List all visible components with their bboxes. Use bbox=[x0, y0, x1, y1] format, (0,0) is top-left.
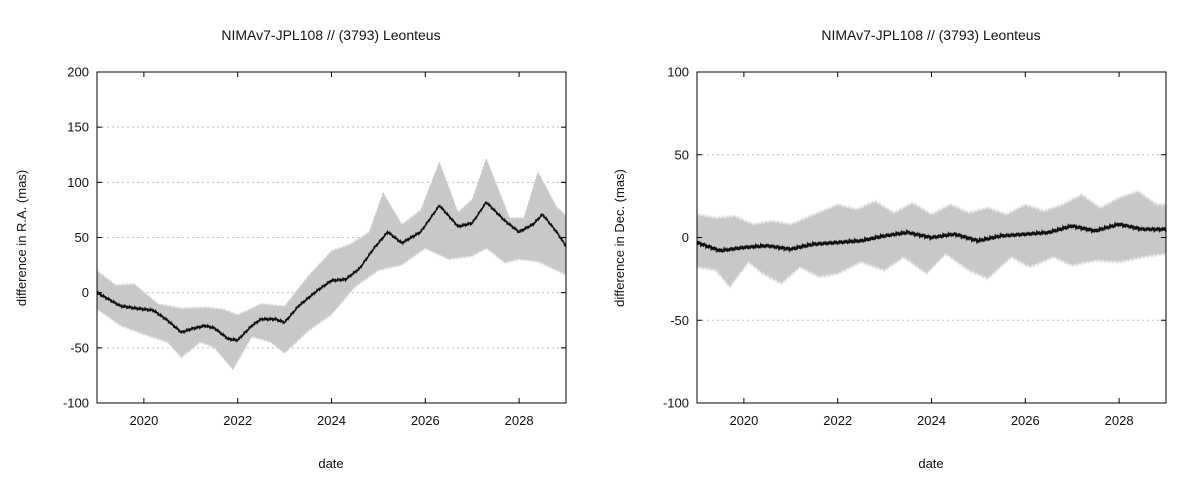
y-tick-label: 0 bbox=[82, 285, 89, 300]
y-tick-label: -100 bbox=[63, 396, 89, 411]
difference-line-layer bbox=[96, 200, 567, 343]
y-tick-label: 0 bbox=[682, 230, 689, 245]
x-tick-label: 2026 bbox=[1011, 413, 1040, 428]
y-tick-label: -100 bbox=[663, 396, 689, 411]
x-tick-label: 2022 bbox=[823, 413, 852, 428]
uncertainty-band bbox=[97, 158, 566, 371]
difference-line-layer bbox=[696, 221, 1167, 254]
chart-title: NIMAv7-JPL108 // (3793) Leonteus bbox=[221, 27, 440, 43]
x-tick-label: 2028 bbox=[1105, 413, 1134, 428]
ra-difference-chart: NIMAv7-JPL108 // (3793) Leonteus -100 -50… bbox=[14, 27, 567, 471]
x-tick-label: 2024 bbox=[317, 413, 346, 428]
x-axis-label: date bbox=[918, 456, 943, 471]
x-tick-label: 2028 bbox=[505, 413, 534, 428]
y-axis-label: difference in R.A. (mas) bbox=[14, 170, 29, 306]
y-tick-label: -50 bbox=[670, 313, 689, 328]
y-tick-label: 100 bbox=[667, 65, 689, 80]
axis-ticks: -100 -50 0 50 100 2020 2022 2024 2026 2028 bbox=[663, 65, 1166, 428]
y-tick-label: 100 bbox=[67, 175, 89, 190]
y-tick-label: 200 bbox=[67, 65, 89, 80]
axis-ticks: -100 -50 0 50 100 150 200 2020 2022 2024 2026 2028 bbox=[63, 65, 566, 428]
y-tick-label: 50 bbox=[675, 147, 689, 162]
difference-line bbox=[696, 221, 1167, 254]
x-tick-label: 2020 bbox=[129, 413, 158, 428]
x-axis-label: date bbox=[318, 456, 343, 471]
x-tick-label: 2024 bbox=[917, 413, 946, 428]
difference-line bbox=[96, 200, 567, 343]
x-tick-label: 2022 bbox=[223, 413, 252, 428]
y-tick-label: -50 bbox=[70, 340, 89, 355]
uncertainty-band-layer bbox=[97, 158, 566, 371]
y-tick-label: 50 bbox=[75, 230, 89, 245]
x-tick-label: 2020 bbox=[729, 413, 758, 428]
dec-difference-chart: NIMAv7-JPL108 // (3793) Leonteus -100 -50… bbox=[612, 27, 1167, 471]
y-axis-label: difference in Dec. (mas) bbox=[612, 169, 627, 307]
x-tick-label: 2026 bbox=[411, 413, 440, 428]
y-tick-label: 150 bbox=[67, 120, 89, 135]
chart-title: NIMAv7-JPL108 // (3793) Leonteus bbox=[821, 27, 1040, 43]
